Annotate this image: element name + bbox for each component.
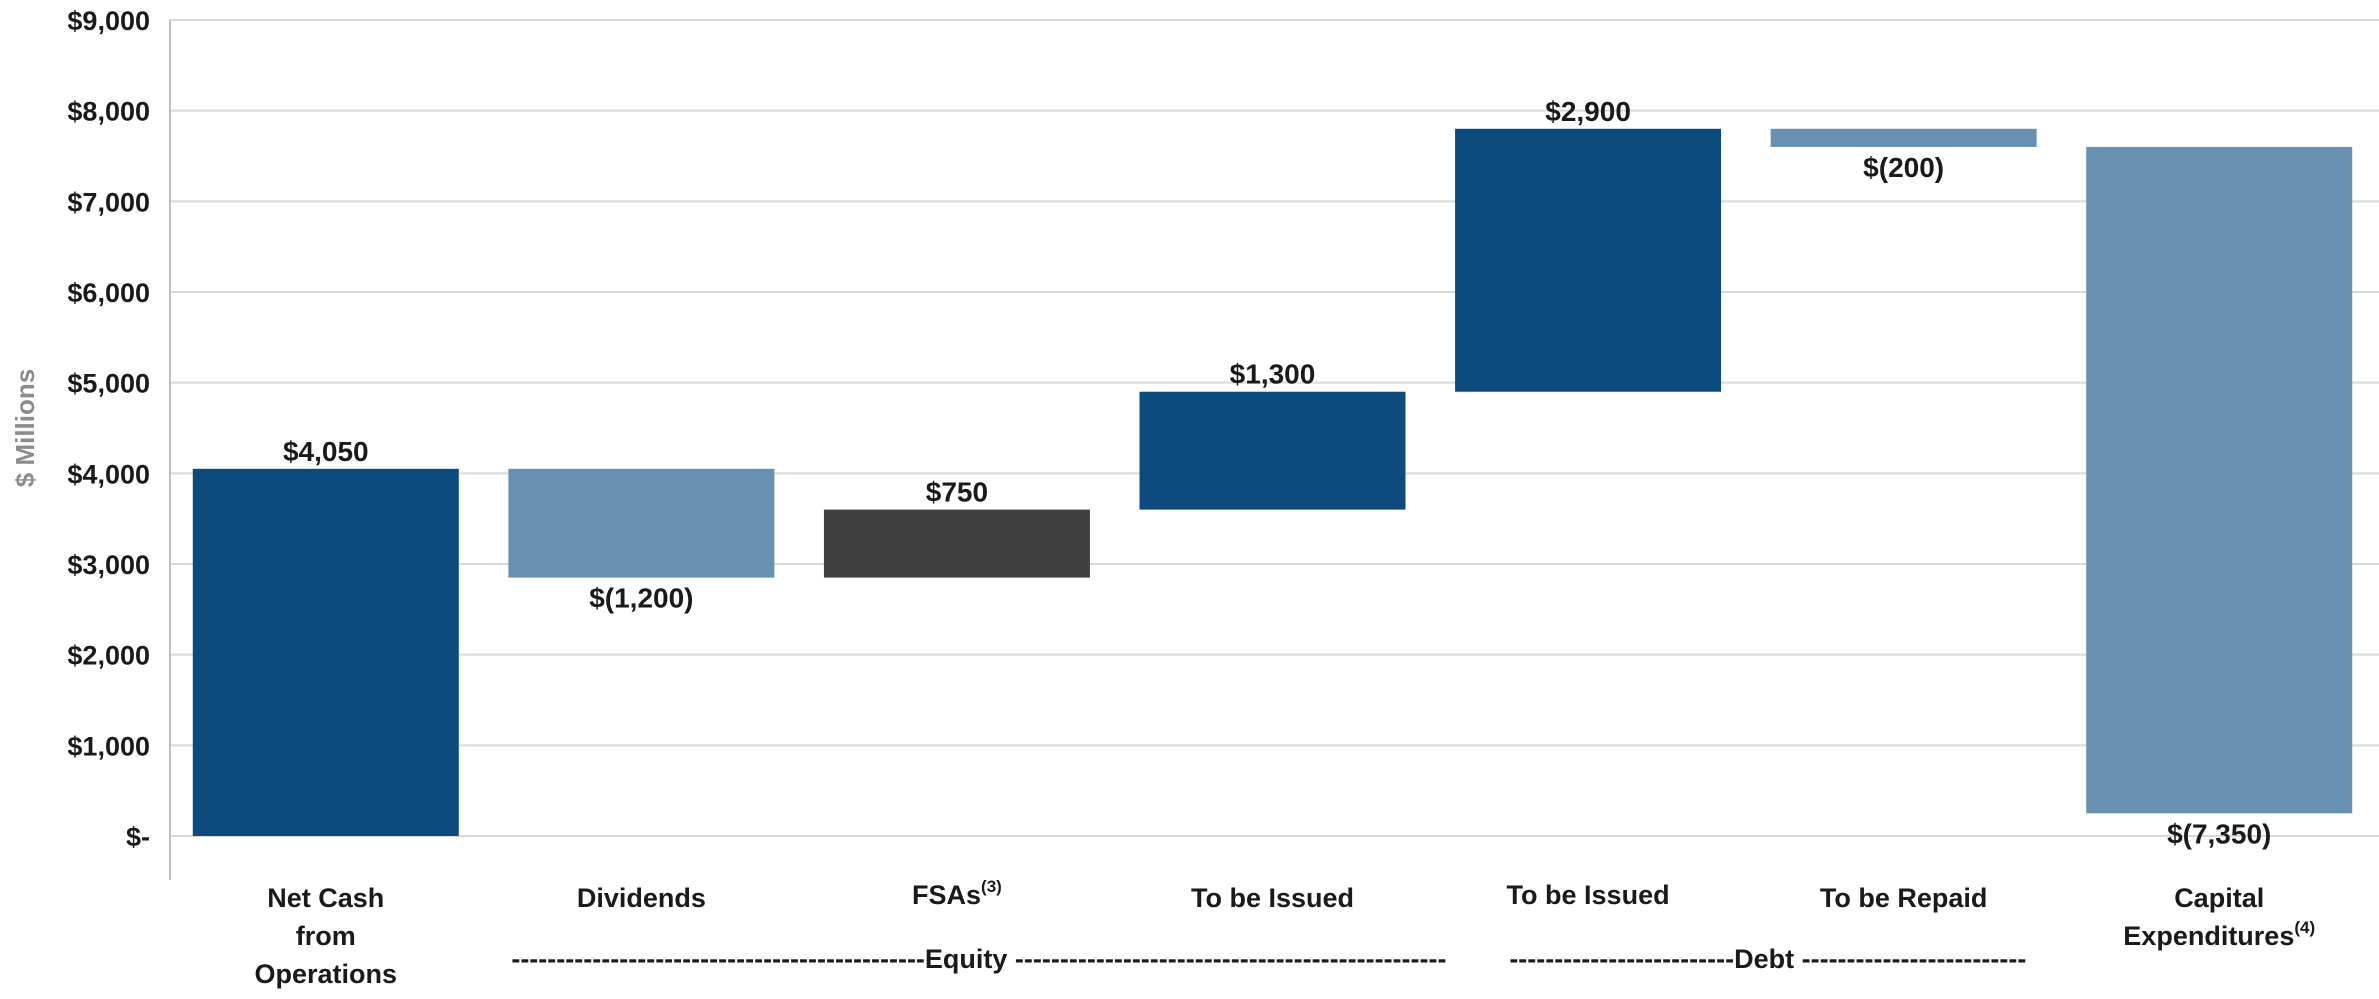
footnote-superscript: (3) — [981, 877, 1002, 896]
bar — [1139, 391, 1406, 510]
group-label: ----------------------------------------… — [511, 944, 1446, 974]
bar — [508, 468, 775, 578]
bars — [192, 128, 2353, 836]
y-axis-ticks: $- $1,000 $2,000 $3,000 $4,000 $5,000 $6,000 $7… — [67, 6, 150, 852]
data-label: $4,050 — [283, 436, 369, 467]
y-tick-label: $3,000 — [67, 550, 150, 580]
category-label: Net Cash — [267, 883, 384, 913]
category-label: Operations — [255, 959, 398, 989]
category-label: FSAs(3) — [912, 877, 1002, 910]
y-tick-label: $7,000 — [67, 187, 150, 217]
data-label: $(1,200) — [589, 583, 693, 614]
y-tick-label: $8,000 — [67, 97, 150, 127]
footnote-superscript: (4) — [2294, 918, 2315, 937]
bar — [192, 468, 459, 836]
data-label: $2,900 — [1545, 96, 1631, 127]
category-label: Dividends — [577, 883, 706, 913]
category-label: Expenditures(4) — [2123, 918, 2315, 951]
group-label: -------------------------Debt ----------… — [1509, 944, 2026, 974]
bar — [1455, 128, 1722, 392]
data-label: $(200) — [1863, 152, 1944, 183]
bar — [2086, 146, 2353, 814]
y-tick-label: $9,000 — [67, 6, 150, 36]
category-label: Capital — [2174, 883, 2264, 913]
y-tick-label: $5,000 — [67, 369, 150, 399]
y-tick-label: $- — [126, 822, 150, 852]
bar — [1770, 128, 2037, 147]
category-label: To be Repaid — [1820, 883, 1988, 913]
data-label: $1,300 — [1230, 359, 1316, 390]
y-tick-label: $6,000 — [67, 278, 150, 308]
group-labels: ----------------------------------------… — [511, 944, 2026, 974]
category-label: To be Issued — [1191, 883, 1354, 913]
y-axis-label: $ Millions — [10, 369, 40, 487]
y-tick-label: $1,000 — [67, 731, 150, 761]
category-label: To be Issued — [1507, 880, 1670, 910]
y-tick-label: $2,000 — [67, 641, 150, 671]
bar — [823, 509, 1090, 578]
data-label: $750 — [926, 477, 988, 508]
category-label: from — [296, 921, 356, 951]
data-label: $(7,350) — [2167, 818, 2271, 849]
data-labels: $4,050 $(1,200) $750 $1,300 $2,900 $(200) $(7,… — [283, 96, 2271, 850]
y-tick-label: $4,000 — [67, 459, 150, 489]
